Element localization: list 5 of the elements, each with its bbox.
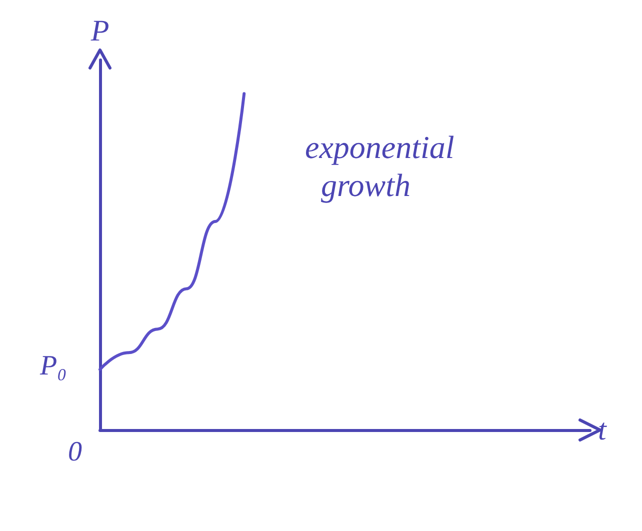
text: 0 (68, 436, 82, 468)
text: P₀ (39, 350, 67, 382)
x-axis-title: t (598, 414, 607, 446)
y-axis-title: P (90, 14, 110, 48)
annotation: exponential growth (305, 129, 454, 203)
